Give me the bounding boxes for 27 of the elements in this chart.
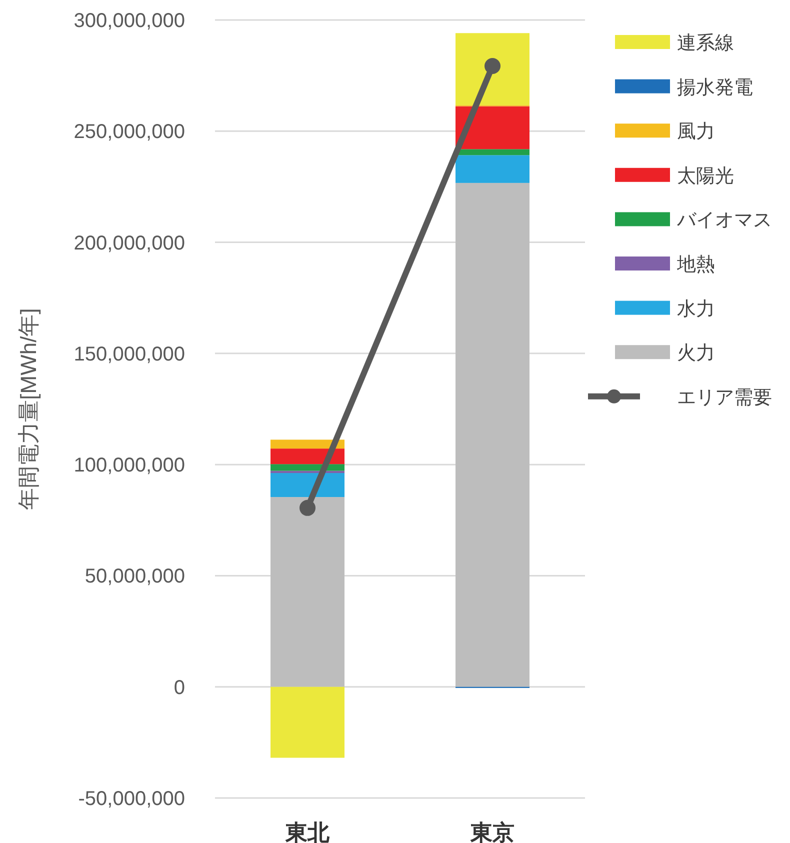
y-tick-label: 200,000,000 — [74, 232, 185, 254]
legend-label: 水力 — [677, 298, 715, 320]
legend-label: バイオマス — [676, 210, 772, 232]
y-tick-label: 0 — [174, 676, 185, 699]
legend-label: 揚水発電 — [677, 77, 753, 98]
bar — [270, 686, 344, 758]
y-tick-label: 300,000,000 — [74, 10, 185, 32]
x-tick-label: 東北 — [284, 820, 330, 843]
y-tick-label: 50,000,000 — [84, 566, 185, 588]
legend-label: 火力 — [677, 343, 715, 364]
legend-label: エリア需要 — [677, 387, 772, 408]
bar — [456, 33, 530, 106]
y-tick-label: 250,000,000 — [74, 121, 185, 144]
bar — [456, 106, 530, 150]
y-tick-label: -50,000,000 — [78, 788, 185, 810]
bar — [270, 448, 344, 464]
legend-label: 太陽光 — [677, 166, 734, 187]
y-axis-title: 年間電力量[MWh/年] — [16, 308, 41, 510]
y-tick-label: 100,000,000 — [74, 454, 185, 477]
bar — [270, 440, 344, 449]
legend-label: 連系線 — [677, 33, 734, 54]
legend-label: 地熱 — [676, 254, 715, 276]
x-tick-label: 東京 — [470, 820, 514, 843]
bar — [270, 497, 344, 687]
y-tick-label: 150,000,000 — [74, 343, 185, 366]
bar — [456, 155, 530, 183]
legend-label: 風力 — [677, 122, 715, 143]
